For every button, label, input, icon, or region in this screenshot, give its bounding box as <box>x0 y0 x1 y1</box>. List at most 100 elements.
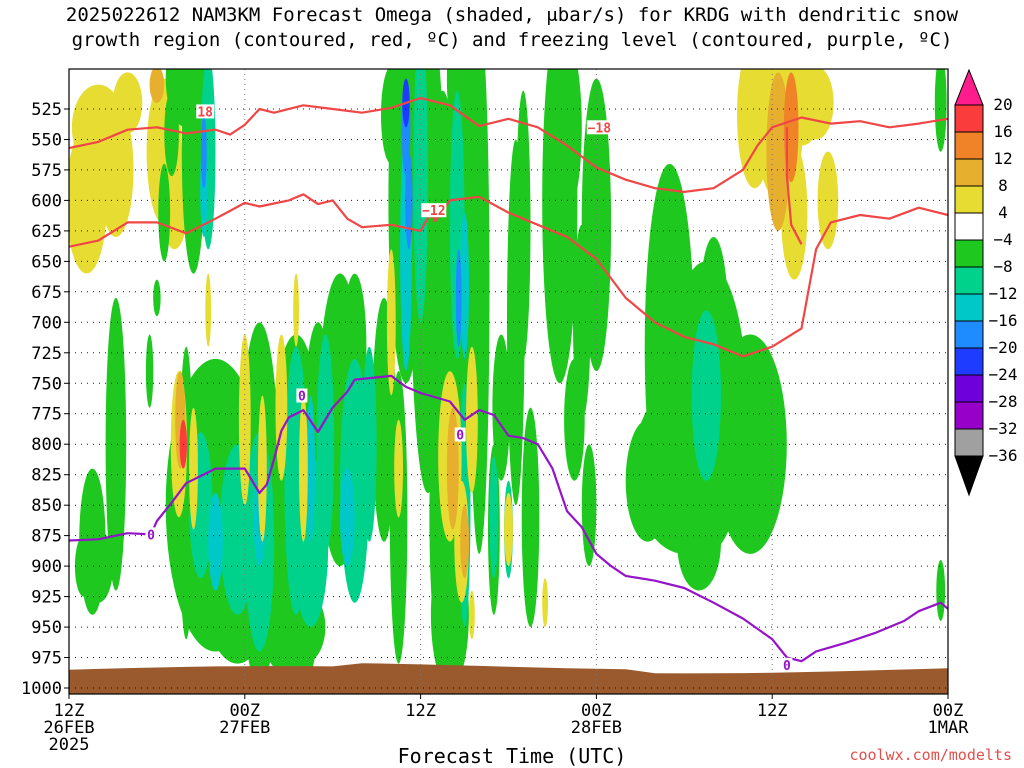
contour-label-bg <box>421 203 447 218</box>
omega-blob <box>691 310 721 481</box>
colorbar-bin <box>954 401 984 430</box>
omega-blob <box>455 249 462 347</box>
colorbar-bin <box>954 347 984 376</box>
omega-blob <box>504 492 513 567</box>
contour-label-bg <box>454 427 466 442</box>
omega-blob <box>713 334 787 554</box>
y-tick-label: 950 <box>31 618 62 638</box>
contour-label: 0 <box>298 390 306 405</box>
colorbar-bin <box>954 266 984 295</box>
colorbar-label: 4 <box>998 203 1008 222</box>
colorbar-bin <box>954 239 984 268</box>
colorbar-label: 20 <box>993 95 1012 114</box>
omega-blob <box>817 151 839 250</box>
omega-blob <box>153 279 161 317</box>
omega-blob <box>381 69 402 164</box>
ground-surface <box>69 663 948 694</box>
y-tick-label: 750 <box>31 374 62 394</box>
colorbar-bin <box>954 293 984 322</box>
omega-blob <box>460 505 469 579</box>
plot-frame <box>68 68 949 695</box>
omega-blob <box>798 69 834 140</box>
contour-label: 0 <box>783 659 791 674</box>
omega-blob <box>98 102 134 237</box>
omega-blob <box>542 578 548 628</box>
y-tick-label: 600 <box>31 191 62 211</box>
omega-blob <box>521 407 540 627</box>
y-tick-label: 525 <box>31 100 62 120</box>
colorbar-label: −12 <box>989 284 1018 303</box>
colorbar-label: −32 <box>989 419 1018 438</box>
x-tick-label: 00Z <box>933 701 964 721</box>
y-tick-label: 550 <box>31 131 62 151</box>
omega-blob <box>489 456 499 579</box>
colorbar-label: −24 <box>989 365 1018 384</box>
gridlines <box>69 69 948 694</box>
omega-blob <box>492 334 511 481</box>
y-tick-label: 850 <box>31 496 62 516</box>
colorbar-bin <box>954 185 984 214</box>
x-tick-label: 12Z <box>757 701 788 721</box>
x-tick-label: 12Z <box>405 701 436 721</box>
x-tick-label: 12Z <box>54 701 85 721</box>
y-tick-label: 1000 <box>21 679 62 699</box>
colorbar-bin <box>954 68 984 106</box>
y-tick-label: 625 <box>31 222 62 242</box>
contour-label: 0 <box>456 429 464 444</box>
colorbar-label: −28 <box>989 392 1018 411</box>
omega-blob <box>181 69 206 274</box>
colorbar-bin <box>954 104 984 133</box>
colorbar-label: 12 <box>993 149 1012 168</box>
x-tick-label: 28FEB <box>571 718 622 738</box>
omega-blob <box>258 395 267 542</box>
omega-blob <box>158 163 171 262</box>
omega-blob <box>115 334 125 433</box>
contour-label: 0 <box>147 528 155 543</box>
y-tick-label: 650 <box>31 252 62 272</box>
omega-blob <box>625 419 670 542</box>
omega-blob <box>766 72 790 231</box>
omega-blob <box>405 151 413 250</box>
x-tick-label: 2025 <box>49 735 90 755</box>
omega-blob <box>200 115 207 189</box>
omega-blob <box>934 69 947 152</box>
omega-blob <box>299 395 308 542</box>
x-tick-label: 00Z <box>229 701 260 721</box>
freezing-level-contour <box>69 374 948 663</box>
contour-labels: 18 −18 −12 0 0 0 0 <box>145 104 793 674</box>
colorbar-bin <box>954 158 984 187</box>
omega-blob <box>446 407 459 530</box>
y-tick-label: 825 <box>31 466 62 486</box>
x-tick-label: 1MAR <box>928 718 970 738</box>
contour-label-bg <box>196 104 215 119</box>
colorbar-bin <box>954 428 984 457</box>
y-tick-label: 575 <box>31 161 62 181</box>
omega-blob <box>145 334 154 408</box>
y-tick-label: 775 <box>31 405 62 425</box>
y-tick-label: 700 <box>31 313 62 333</box>
contour-label: −18 <box>588 121 612 136</box>
omega-blob <box>316 334 335 554</box>
x-tick-label: 27FEB <box>219 718 270 738</box>
contour-label-bg <box>145 527 157 542</box>
omega-blob <box>394 419 403 518</box>
y-tick-label: 675 <box>31 283 62 303</box>
y-tick-label: 975 <box>31 649 62 669</box>
chart-title-line1: 2025022612 NAM3KM Forecast Omega (shaded… <box>65 4 959 26</box>
colorbar-label: 8 <box>998 176 1008 195</box>
contour-label-bg <box>586 120 612 135</box>
contour-label-bg <box>296 388 308 403</box>
omega-blob <box>466 346 478 493</box>
dgz-contour <box>785 127 803 245</box>
x-tick-label: 00Z <box>581 701 612 721</box>
omega-blob <box>306 395 316 542</box>
colorbar-label: −8 <box>993 257 1012 276</box>
colorbar-bin <box>954 374 984 403</box>
colorbar-label: −16 <box>989 311 1018 330</box>
credit-link[interactable]: coolwx.com/modelts <box>849 746 1012 764</box>
y-tick-label: 725 <box>31 344 62 364</box>
omega-blob <box>677 492 721 591</box>
colorbar-bin <box>954 320 984 349</box>
